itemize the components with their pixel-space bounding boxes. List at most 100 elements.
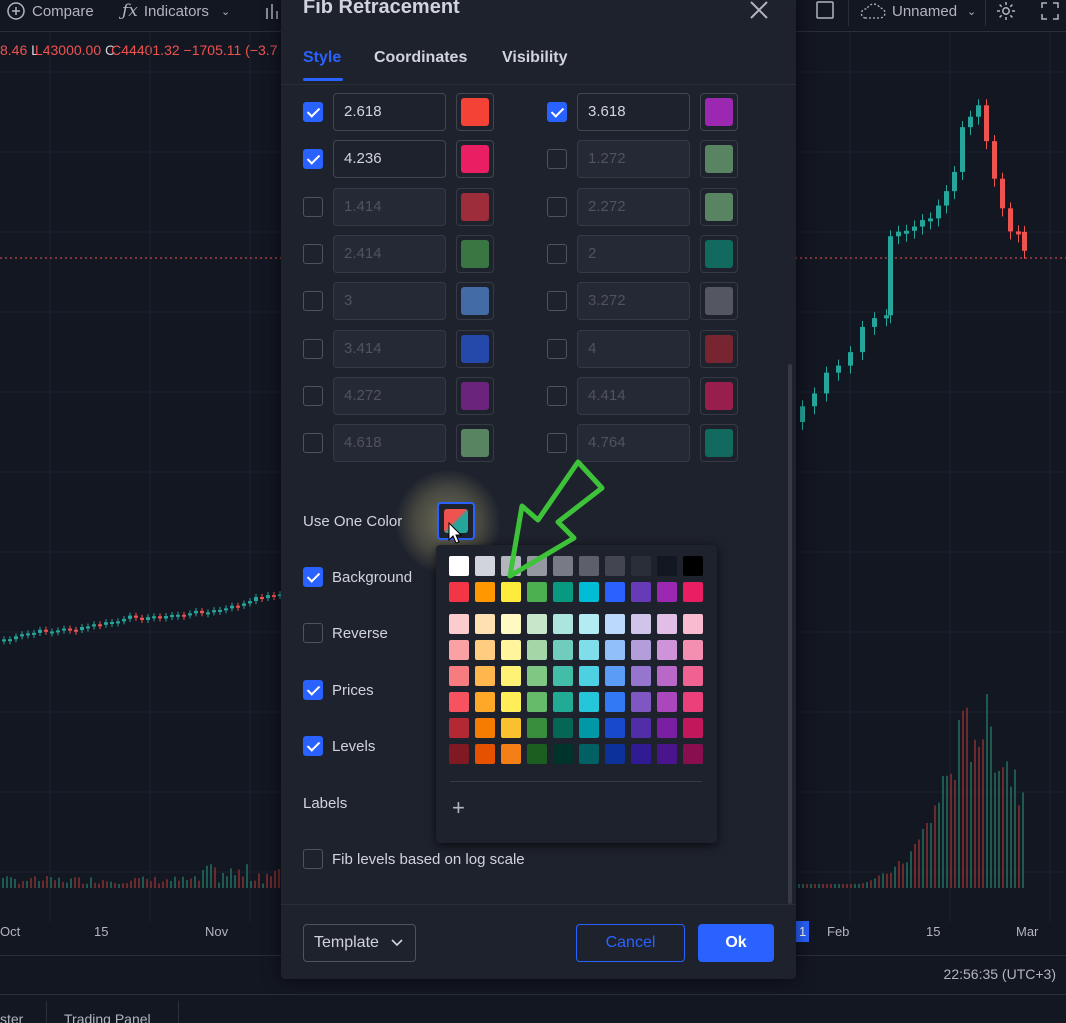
palette-shade-swatch[interactable]: [683, 666, 703, 686]
level-checkbox-right[interactable]: [547, 291, 567, 311]
palette-shade-swatch[interactable]: [501, 640, 521, 660]
palette-shade-swatch[interactable]: [657, 744, 677, 764]
level-checkbox-left[interactable]: [303, 149, 323, 169]
palette-shade-swatch[interactable]: [527, 692, 547, 712]
palette-shade-swatch[interactable]: [527, 640, 547, 660]
level-color-swatch-right[interactable]: [700, 377, 738, 415]
palette-shade-swatch[interactable]: [553, 640, 573, 660]
level-color-swatch-right[interactable]: [700, 93, 738, 131]
palette-shade-swatch[interactable]: [475, 640, 495, 660]
palette-shade-swatch[interactable]: [475, 718, 495, 738]
palette-shade-swatch[interactable]: [683, 640, 703, 660]
level-value-input-left[interactable]: 2.618: [333, 93, 446, 131]
level-value-input-right[interactable]: 4.414: [577, 377, 690, 415]
level-color-swatch-left[interactable]: [456, 140, 494, 178]
palette-shade-swatch[interactable]: [475, 744, 495, 764]
level-checkbox-right[interactable]: [547, 244, 567, 264]
palette-shade-swatch[interactable]: [475, 614, 495, 634]
palette-base-swatch[interactable]: [657, 582, 677, 602]
palette-shade-swatch[interactable]: [605, 718, 625, 738]
level-checkbox-right[interactable]: [547, 386, 567, 406]
level-color-swatch-right[interactable]: [700, 424, 738, 462]
level-color-swatch-left[interactable]: [456, 424, 494, 462]
level-value-input-right[interactable]: 4.764: [577, 424, 690, 462]
level-color-swatch-right[interactable]: [700, 188, 738, 226]
indicators-button[interactable]: ƒx Indicators ⌄: [122, 0, 230, 22]
cancel-button[interactable]: Cancel: [576, 924, 685, 962]
palette-base-swatch[interactable]: [605, 582, 625, 602]
palette-base-swatch[interactable]: [579, 582, 599, 602]
level-checkbox-left[interactable]: [303, 433, 323, 453]
palette-shade-swatch[interactable]: [631, 640, 651, 660]
palette-gray-swatch[interactable]: [631, 556, 651, 576]
level-color-swatch-left[interactable]: [456, 188, 494, 226]
level-checkbox-left[interactable]: [303, 197, 323, 217]
palette-shade-swatch[interactable]: [605, 614, 625, 634]
level-checkbox-right[interactable]: [547, 339, 567, 359]
tab-visibility[interactable]: Visibility: [502, 49, 568, 66]
palette-shade-swatch[interactable]: [579, 666, 599, 686]
level-color-swatch-right[interactable]: [700, 235, 738, 273]
palette-shade-swatch[interactable]: [579, 718, 599, 738]
palette-base-swatch[interactable]: [683, 582, 703, 602]
level-color-swatch-left[interactable]: [456, 330, 494, 368]
palette-shade-swatch[interactable]: [527, 744, 547, 764]
layout-save-button[interactable]: Unnamed ⌄: [858, 0, 976, 22]
scrollbar[interactable]: [788, 364, 792, 904]
palette-shade-swatch[interactable]: [657, 666, 677, 686]
palette-shade-swatch[interactable]: [527, 614, 547, 634]
palette-shade-swatch[interactable]: [683, 744, 703, 764]
palette-shade-swatch[interactable]: [683, 718, 703, 738]
palette-shade-swatch[interactable]: [631, 692, 651, 712]
palette-shade-swatch[interactable]: [631, 718, 651, 738]
level-checkbox-left[interactable]: [303, 386, 323, 406]
palette-shade-swatch[interactable]: [553, 692, 573, 712]
palette-shade-swatch[interactable]: [449, 718, 469, 738]
level-checkbox-left[interactable]: [303, 244, 323, 264]
palette-shade-swatch[interactable]: [683, 614, 703, 634]
level-color-swatch-right[interactable]: [700, 140, 738, 178]
palette-shade-swatch[interactable]: [527, 666, 547, 686]
level-value-input-left[interactable]: 1.414: [333, 188, 446, 226]
palette-shade-swatch[interactable]: [657, 640, 677, 660]
level-checkbox-left[interactable]: [303, 291, 323, 311]
level-value-input-right[interactable]: 3.618: [577, 93, 690, 131]
palette-shade-swatch[interactable]: [501, 718, 521, 738]
palette-shade-swatch[interactable]: [657, 614, 677, 634]
palette-gray-swatch[interactable]: [605, 556, 625, 576]
level-color-swatch-left[interactable]: [456, 282, 494, 320]
palette-shade-swatch[interactable]: [501, 692, 521, 712]
add-custom-color-icon[interactable]: +: [452, 795, 465, 820]
palette-shade-swatch[interactable]: [527, 718, 547, 738]
palette-gray-swatch[interactable]: [683, 556, 703, 576]
palette-shade-swatch[interactable]: [449, 640, 469, 660]
level-value-input-left[interactable]: 2.414: [333, 235, 446, 273]
template-dropdown[interactable]: Template: [303, 924, 416, 962]
bottom-tab-trading-panel[interactable]: Trading Panel: [64, 1011, 151, 1023]
option-checkbox[interactable]: [303, 736, 323, 756]
level-checkbox-right[interactable]: [547, 197, 567, 217]
palette-shade-swatch[interactable]: [449, 614, 469, 634]
level-value-input-right[interactable]: 1.272: [577, 140, 690, 178]
clock[interactable]: 22:56:35 (UTC+3): [943, 966, 1056, 982]
palette-shade-swatch[interactable]: [579, 640, 599, 660]
level-color-swatch-left[interactable]: [456, 377, 494, 415]
palette-shade-swatch[interactable]: [449, 666, 469, 686]
level-value-input-right[interactable]: 4: [577, 330, 690, 368]
palette-base-swatch[interactable]: [553, 582, 573, 602]
palette-gray-swatch[interactable]: [579, 556, 599, 576]
palette-shade-swatch[interactable]: [501, 744, 521, 764]
palette-shade-swatch[interactable]: [657, 718, 677, 738]
settings-button[interactable]: [995, 0, 1017, 22]
level-value-input-right[interactable]: 3.272: [577, 282, 690, 320]
palette-shade-swatch[interactable]: [605, 692, 625, 712]
palette-shade-swatch[interactable]: [449, 692, 469, 712]
fullscreen-toggle[interactable]: [815, 0, 835, 22]
palette-shade-swatch[interactable]: [501, 666, 521, 686]
level-value-input-left[interactable]: 4.236: [333, 140, 446, 178]
level-checkbox-right[interactable]: [547, 149, 567, 169]
palette-shade-swatch[interactable]: [657, 692, 677, 712]
palette-shade-swatch[interactable]: [605, 744, 625, 764]
palette-gray-swatch[interactable]: [449, 556, 469, 576]
palette-base-swatch[interactable]: [475, 582, 495, 602]
